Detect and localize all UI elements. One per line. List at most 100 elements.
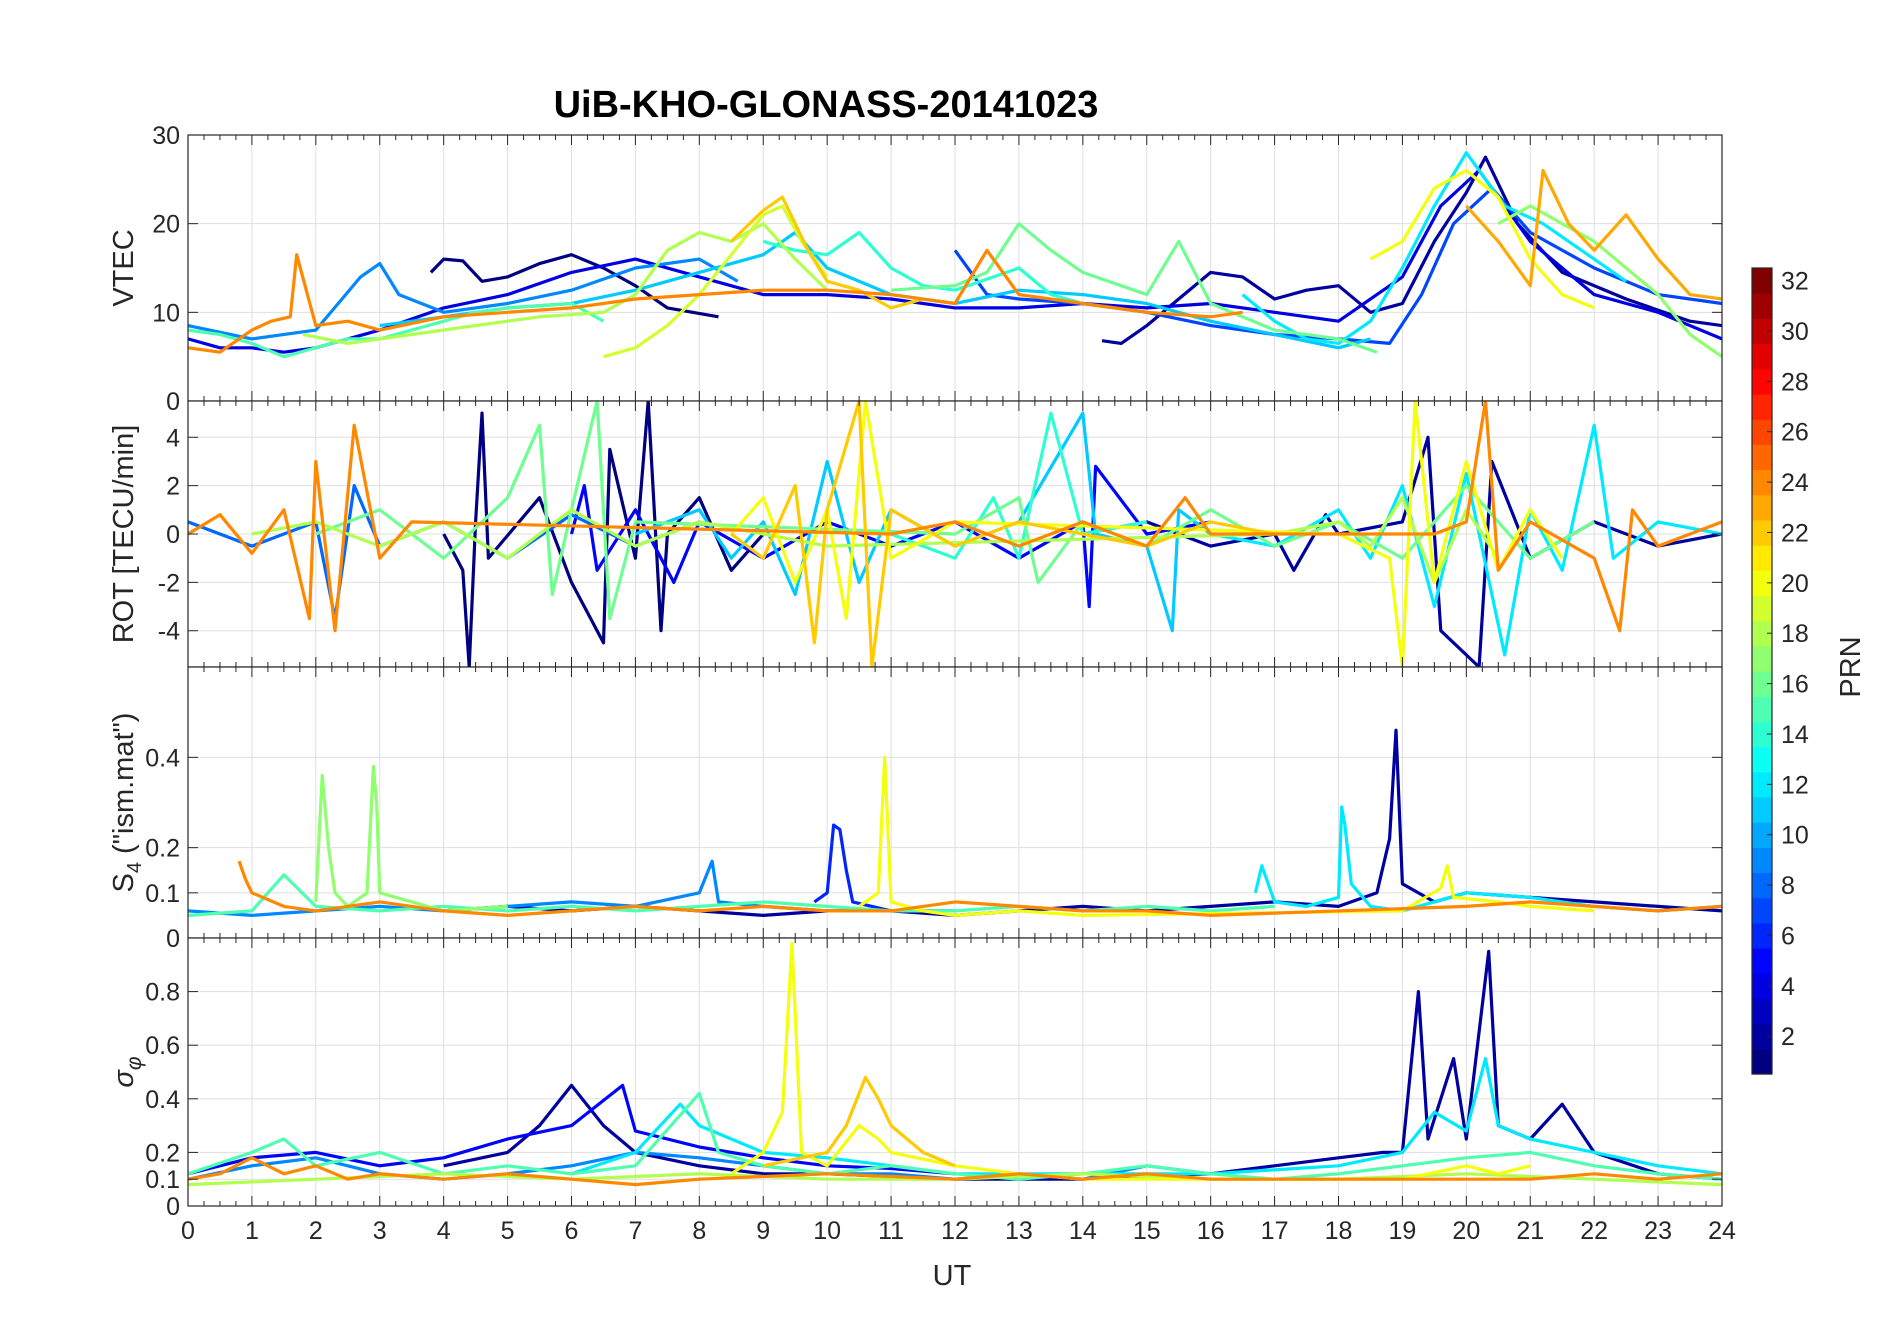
colorbar-tick-label: 4: [1781, 973, 1795, 1001]
x-tick-label: 3: [373, 1217, 387, 1245]
series-prn-24: [188, 248, 1243, 354]
y-tick-label: -4: [158, 618, 180, 646]
colorbar-segment: [1752, 595, 1772, 622]
colorbar-tick-label: 32: [1781, 268, 1809, 296]
x-tick-label: 12: [941, 1217, 969, 1245]
y-tick-label: 10: [152, 299, 180, 327]
colorbar-segment: [1752, 343, 1772, 370]
colorbar-segment: [1752, 922, 1772, 949]
series-prn-24: [237, 860, 1722, 917]
y-tick-label: 2: [166, 473, 180, 501]
series-prn-16: [315, 401, 1595, 621]
x-tick-label: 15: [1133, 1217, 1161, 1245]
y-axis-label: σφ: [108, 1056, 146, 1088]
y-axis-label: VTEC: [108, 229, 140, 306]
series-prn-24: [188, 401, 1722, 633]
x-tick-label: 24: [1708, 1217, 1736, 1245]
y-tick-label: 0.2: [145, 835, 180, 863]
colorbar-segment: [1752, 318, 1772, 345]
y-tick-label: 30: [152, 122, 180, 150]
series-prn-15: [188, 1091, 1722, 1181]
colorbar-tick-label: 30: [1781, 318, 1809, 346]
y-tick-label: 0.6: [145, 1032, 180, 1060]
colorbar-segment: [1752, 494, 1772, 521]
colorbar-segment: [1752, 771, 1772, 798]
colorbar-segment: [1752, 1048, 1772, 1075]
chart-title: UiB-KHO-GLONASS-20141023: [554, 84, 1099, 126]
series-prn-1: [442, 401, 765, 667]
y-tick-label: 0: [166, 388, 180, 416]
x-tick-label: 20: [1452, 1217, 1480, 1245]
x-tick-label: 11: [878, 1217, 904, 1245]
x-tick-label: 17: [1261, 1217, 1289, 1245]
y-tick-label: 0: [166, 1193, 180, 1221]
y-tick-label: 0.4: [145, 1086, 180, 1114]
colorbar-tick-label: 10: [1781, 822, 1809, 850]
colorbar-segment: [1752, 897, 1772, 924]
x-tick-label: 7: [628, 1217, 642, 1245]
colorbar-segment: [1752, 469, 1772, 496]
colorbar-segment: [1752, 393, 1772, 420]
series-prn-23: [1465, 168, 1722, 301]
series-prn-5: [188, 1083, 956, 1176]
x-tick-label: 0: [181, 1217, 195, 1245]
y-tick-label: 0.2: [145, 1139, 180, 1167]
x-tick-label: 1: [245, 1217, 259, 1245]
x-axis: 0 1 2 3 4 5 6 7 8 9 10 11 12 13 14 15 16 17 18 19 20 21 22 23 24: [181, 1217, 1736, 1245]
x-tick-label: 5: [501, 1217, 515, 1245]
x-tick-label: 6: [565, 1217, 579, 1245]
colorbar-segment: [1752, 545, 1772, 571]
colorbar-segment: [1752, 1023, 1772, 1050]
colorbar-segment: [1752, 872, 1772, 899]
x-tick-label: 19: [1389, 1217, 1417, 1245]
colorbar-tick-label: 26: [1781, 419, 1809, 447]
colorbar-segment: [1752, 948, 1772, 974]
colorbar-segment: [1752, 721, 1772, 748]
x-tick-label: 23: [1644, 1217, 1672, 1245]
panel-rot: -4 -2 0 2 4 ROT [TECU/min]: [108, 400, 1723, 668]
colorbar-segment: [1752, 696, 1772, 722]
series-prn-22: [730, 401, 1275, 667]
panel-s4: 0 0.1 0.2 0.4S4 ("ism.mat"): [108, 666, 1723, 953]
colorbar-segment: [1752, 519, 1772, 546]
series-prn-20: [730, 941, 1531, 1181]
colorbar-segment: [1752, 293, 1772, 319]
series-prn-17: [314, 764, 508, 913]
series-prn-18: [302, 222, 829, 345]
colorbar-segment: [1752, 570, 1772, 597]
x-tick-label: 14: [1069, 1217, 1097, 1245]
x-tick-label: 13: [1005, 1217, 1033, 1245]
colorbar-segment: [1752, 419, 1772, 445]
series-prn-22: [762, 1075, 956, 1168]
panel-sigma: 00.10.2 0.4 0.6 0.8 σφ: [108, 937, 1723, 1221]
colorbar-segment: [1752, 645, 1772, 672]
y-tick-label: 0.4: [145, 744, 180, 772]
colorbar-tick-label: 6: [1781, 922, 1795, 950]
x-tick-label: 21: [1516, 1217, 1544, 1245]
series-prn-20: [1369, 168, 1595, 310]
colorbar-segment: [1752, 268, 1772, 294]
colorbar-tick-label: 22: [1781, 519, 1809, 547]
colorbar-segment: [1752, 822, 1772, 848]
colorbar-tick-label: 12: [1781, 771, 1809, 799]
y-tick-label: 4: [166, 424, 180, 452]
x-tick-label: 8: [692, 1217, 706, 1245]
series-group: [188, 728, 1722, 917]
y-axis-label: ROT [TECU/min]: [108, 425, 140, 644]
x-tick-label: 2: [309, 1217, 323, 1245]
colorbar-segment: [1752, 746, 1772, 773]
colorbar-tick-label: 14: [1781, 721, 1809, 749]
series-prn-22: [730, 195, 924, 310]
series-prn-9: [188, 257, 739, 341]
x-tick-label: 10: [813, 1217, 841, 1245]
y-tick-label: 0.1: [145, 880, 180, 908]
colorbar-tick-label: 18: [1781, 620, 1809, 648]
y-axis-label: S4 ("ism.mat"): [108, 713, 146, 893]
y-tick-label: -2: [158, 569, 180, 597]
colorbar-segment: [1752, 444, 1772, 471]
colorbar-segment: [1752, 620, 1772, 647]
series-group: [188, 151, 1722, 359]
x-tick-label: 4: [437, 1217, 451, 1245]
